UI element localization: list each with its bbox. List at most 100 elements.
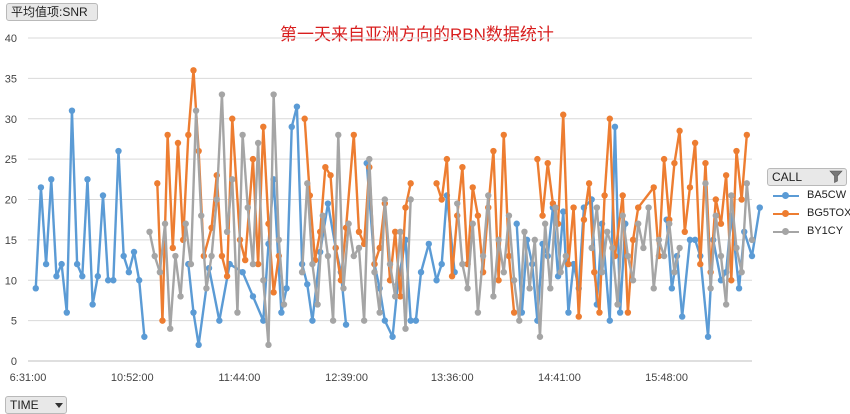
data-point[interactable] (712, 212, 719, 219)
data-point[interactable] (391, 228, 399, 235)
data-point[interactable] (691, 236, 699, 244)
data-point[interactable] (223, 273, 231, 280)
data-point[interactable] (650, 184, 657, 191)
data-point[interactable] (229, 115, 236, 122)
data-point[interactable] (283, 285, 290, 292)
data-point[interactable] (172, 252, 179, 260)
data-point[interactable] (187, 260, 195, 268)
data-point[interactable] (433, 180, 440, 187)
data-point[interactable] (239, 268, 246, 276)
data-point[interactable] (606, 115, 613, 122)
data-point[interactable] (99, 192, 107, 199)
data-point[interactable] (645, 204, 652, 211)
data-point[interactable] (182, 220, 189, 227)
legend-field-button[interactable]: CALL (767, 168, 847, 186)
data-point[interactable] (539, 212, 546, 219)
data-point[interactable] (304, 180, 311, 187)
data-point[interactable] (596, 309, 603, 316)
data-point[interactable] (120, 252, 127, 260)
data-point[interactable] (676, 244, 683, 252)
data-point[interactable] (301, 115, 308, 122)
data-point[interactable] (635, 204, 642, 211)
data-point[interactable] (84, 176, 91, 183)
data-point[interactable] (156, 268, 164, 276)
data-point[interactable] (239, 131, 246, 139)
data-point[interactable] (340, 285, 347, 292)
data-point[interactable] (293, 103, 301, 110)
data-point[interactable] (666, 220, 673, 227)
data-point[interactable] (203, 285, 210, 292)
data-point[interactable] (104, 277, 112, 284)
data-point[interactable] (614, 301, 621, 308)
filter-icon[interactable] (829, 170, 843, 183)
data-point[interactable] (707, 285, 714, 292)
data-point[interactable] (552, 204, 559, 211)
data-point[interactable] (562, 252, 570, 260)
data-point[interactable] (490, 147, 497, 155)
data-point[interactable] (611, 123, 619, 131)
data-point[interactable] (712, 196, 719, 203)
data-point[interactable] (560, 111, 567, 118)
data-point[interactable] (68, 107, 76, 114)
data-point[interactable] (738, 196, 745, 203)
data-point[interactable] (360, 317, 368, 324)
data-point[interactable] (79, 273, 86, 280)
data-point[interactable] (702, 159, 709, 167)
data-point[interactable] (443, 155, 451, 163)
data-point[interactable] (469, 220, 476, 227)
data-point[interactable] (407, 196, 414, 203)
data-point[interactable] (697, 260, 704, 268)
data-point[interactable] (469, 184, 476, 191)
data-point[interactable] (249, 260, 257, 268)
data-point[interactable] (748, 252, 756, 260)
data-point[interactable] (624, 309, 632, 316)
data-point[interactable] (151, 252, 158, 260)
data-point[interactable] (381, 317, 389, 324)
data-point[interactable] (598, 268, 606, 276)
data-point[interactable] (350, 252, 357, 260)
data-point[interactable] (260, 277, 267, 284)
data-point[interactable] (254, 139, 262, 147)
data-point[interactable] (676, 127, 683, 135)
data-point[interactable] (366, 155, 373, 163)
axis-field-button[interactable]: TIME (5, 396, 67, 414)
data-point[interactable] (130, 248, 138, 256)
data-point[interactable] (534, 155, 541, 163)
dropdown-arrow-icon[interactable] (55, 403, 63, 408)
data-point[interactable] (402, 204, 409, 211)
data-point[interactable] (733, 147, 740, 155)
data-point[interactable] (164, 131, 171, 139)
data-point[interactable] (159, 317, 166, 324)
data-point[interactable] (110, 277, 117, 284)
data-point[interactable] (722, 301, 730, 308)
data-point[interactable] (640, 244, 647, 252)
data-point[interactable] (609, 244, 616, 252)
data-point[interactable] (536, 333, 544, 340)
data-point[interactable] (728, 192, 735, 199)
data-point[interactable] (371, 268, 378, 276)
data-point[interactable] (32, 285, 39, 292)
data-point[interactable] (606, 317, 613, 324)
data-point[interactable] (722, 172, 730, 179)
data-point[interactable] (516, 317, 523, 324)
data-point[interactable] (94, 273, 102, 280)
data-point[interactable] (619, 212, 626, 219)
data-point[interactable] (485, 192, 492, 199)
data-point[interactable] (678, 313, 686, 320)
data-point[interactable] (407, 180, 414, 187)
data-point[interactable] (743, 131, 751, 139)
data-point[interactable] (526, 285, 533, 292)
data-point[interactable] (417, 268, 425, 276)
data-point[interactable] (324, 252, 332, 260)
data-point[interactable] (500, 131, 507, 139)
data-point[interactable] (58, 260, 65, 268)
data-point[interactable] (495, 277, 502, 284)
data-point[interactable] (691, 139, 699, 147)
data-point[interactable] (505, 252, 513, 260)
data-point[interactable] (733, 244, 740, 252)
data-point[interactable] (397, 228, 404, 235)
data-point[interactable] (42, 260, 50, 268)
data-point[interactable] (309, 317, 316, 324)
data-point[interactable] (174, 139, 182, 147)
data-point[interactable] (169, 244, 176, 252)
